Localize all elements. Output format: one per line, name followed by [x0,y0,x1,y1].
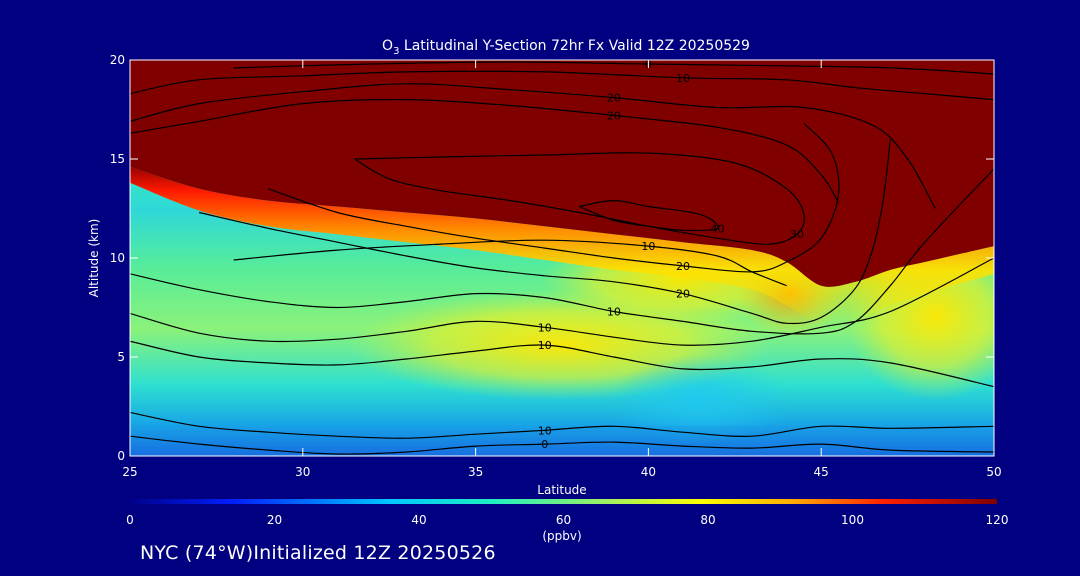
field-cyan-pocket [610,355,790,445]
colorbar-tick-label: 120 [986,513,1009,527]
y-tick-label: 0 [117,449,125,463]
colorbar-tick-label: 40 [411,513,426,527]
x-tick-label: 45 [814,465,829,479]
y-axis-label: Altitude (km) [87,219,101,298]
colorbar-unit: (ppbv) [542,529,581,543]
contour-labels: 01010101020203040102020100 [538,60,804,451]
contour-label: 40 [711,222,725,235]
ozone-field [130,60,994,456]
x-tick-label: 25 [122,465,137,479]
contour-line-20 [130,83,936,209]
colorbar-ticks: 0 20 40 60 80 100 120 [126,513,1008,527]
contour-line-10 [130,411,994,439]
y-tick-label: 15 [110,152,125,166]
contour-label: 10 [676,72,690,85]
contour-line-0 [130,435,994,455]
footer-caption: NYC (74°W)Initialized 12Z 20250526 [140,542,496,564]
contour-label: 20 [676,260,690,273]
contour-line-20 [268,122,840,273]
x-tick-label: 30 [295,465,310,479]
field-low-band [130,426,994,456]
contour-line-20 [198,139,891,325]
colorbar-tick-label: 60 [556,513,571,527]
contour-line-20 [130,98,840,203]
contour-label: 20 [676,288,690,301]
stratosphere-fill [130,60,994,287]
contour-lines [130,61,994,455]
contour-line-10 [130,70,994,101]
colorbar-tick-label: 100 [841,513,864,527]
contour-label: 20 [607,92,621,105]
colorbar-tick-label: 20 [267,513,282,527]
x-tick-label: 35 [468,465,483,479]
y-tick-label: 10 [110,251,125,265]
colorbar-tick-label: 0 [126,513,134,527]
contour-label: 0 [541,438,548,451]
x-tick-label: 40 [641,465,656,479]
contour-label: 10 [538,321,552,334]
colorbar-tick-label: 80 [700,513,715,527]
contour-line-30 [354,152,805,245]
contour-line-10 [130,168,994,335]
contour-label: 10 [538,339,552,352]
contour-line-10 [130,340,994,388]
x-tick-label: 50 [986,465,1001,479]
x-axis-label: Latitude [537,483,586,497]
contour-line-40 [579,199,719,232]
contour-line-10 [233,239,787,287]
axis-ticks: 25 30 35 40 45 50 0 5 10 15 20 [110,53,1002,479]
contour-label: 30 [790,228,804,241]
colorbar [130,499,997,504]
contour-label: 20 [607,109,621,122]
contour-label: 10 [641,240,655,253]
tropopause-band [130,166,994,327]
contour-label: 10 [538,424,552,437]
y-tick-label: 5 [117,350,125,364]
chart-title: O3 Latitudinal Y-Section 72hr Fx Valid 1… [382,38,750,57]
y-tick-label: 20 [110,53,125,67]
contour-label: 10 [607,305,621,318]
contour-line-10 [130,257,994,346]
